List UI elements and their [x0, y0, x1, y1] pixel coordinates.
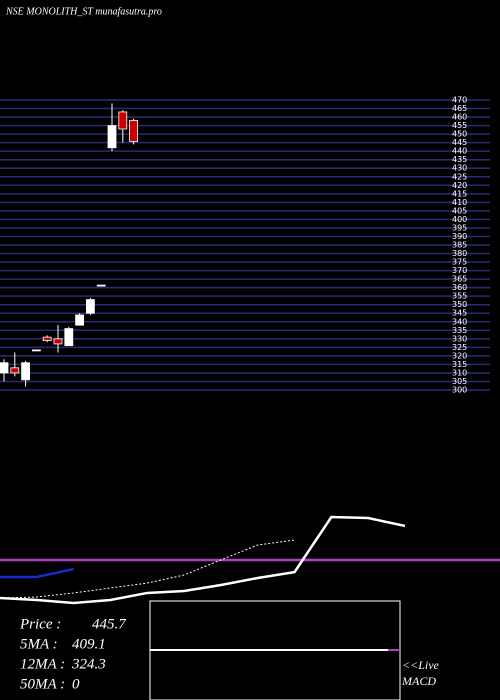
y-tick-label: 340	[452, 317, 467, 326]
info-value: 445.7	[92, 616, 127, 632]
candle-body	[96, 284, 106, 287]
y-tick-label: 300	[452, 386, 467, 395]
y-tick-label: 460	[452, 113, 467, 122]
candle-body	[64, 328, 74, 347]
y-tick-label: 330	[452, 334, 467, 343]
info-value: 409.1	[72, 636, 106, 652]
indicator-line	[0, 515, 406, 605]
y-tick-label: 420	[452, 181, 467, 190]
info-value: 0	[72, 676, 80, 692]
y-tick-label: 310	[452, 368, 467, 377]
y-tick-label: 425	[452, 172, 467, 181]
y-tick-label: 390	[452, 232, 467, 241]
candle-body	[0, 362, 9, 374]
y-tick-label: 385	[452, 241, 467, 250]
info-label: Price :	[19, 616, 61, 632]
y-tick-label: 365	[452, 275, 467, 284]
info-label: 12MA :	[20, 656, 65, 672]
candle-body	[21, 362, 31, 381]
y-tick-label: 370	[452, 266, 467, 275]
y-tick-label: 305	[452, 377, 467, 386]
y-tick-label: 380	[452, 249, 467, 258]
y-tick-label: 400	[452, 215, 467, 224]
indicator-line	[0, 567, 74, 579]
info-label: 50MA :	[20, 676, 65, 692]
y-tick-label: 345	[452, 309, 467, 318]
y-tick-label: 445	[452, 138, 467, 147]
y-tick-label: 470	[452, 96, 467, 105]
y-tick-label: 375	[452, 258, 467, 267]
y-tick-label: 450	[452, 130, 467, 139]
y-tick-label: 335	[452, 326, 467, 335]
candle-body	[42, 336, 52, 341]
y-tick-label: 355	[452, 292, 467, 301]
y-tick-label: 455	[452, 121, 467, 130]
macd-label: MACD	[401, 674, 436, 688]
y-tick-label: 360	[452, 283, 467, 292]
y-tick-label: 320	[452, 351, 467, 360]
candle-body	[118, 111, 128, 130]
candle-body	[107, 125, 117, 149]
candle-body	[86, 299, 95, 314]
chart-title: NSE MONOLITH_ST munafasutra.pro	[5, 6, 162, 17]
info-label: 5MA :	[20, 636, 58, 652]
y-tick-label: 350	[452, 300, 467, 309]
candle-body	[32, 349, 41, 352]
y-tick-label: 395	[452, 223, 467, 232]
y-tick-label: 410	[452, 198, 467, 207]
indicator-line	[0, 539, 295, 599]
y-tick-label: 315	[452, 360, 467, 369]
y-tick-label: 405	[452, 206, 467, 215]
candle-body	[129, 120, 139, 142]
y-tick-label: 325	[452, 343, 467, 352]
y-tick-label: 415	[452, 189, 467, 198]
y-tick-label: 465	[452, 104, 467, 113]
info-value: 324.3	[71, 656, 106, 672]
y-tick-label: 430	[452, 164, 467, 173]
live-label: <<Live	[402, 658, 440, 672]
y-tick-label: 440	[452, 147, 467, 156]
candle-body	[10, 367, 20, 374]
candle-body	[75, 314, 84, 326]
y-tick-label: 435	[452, 155, 467, 164]
candle-body	[53, 338, 63, 345]
